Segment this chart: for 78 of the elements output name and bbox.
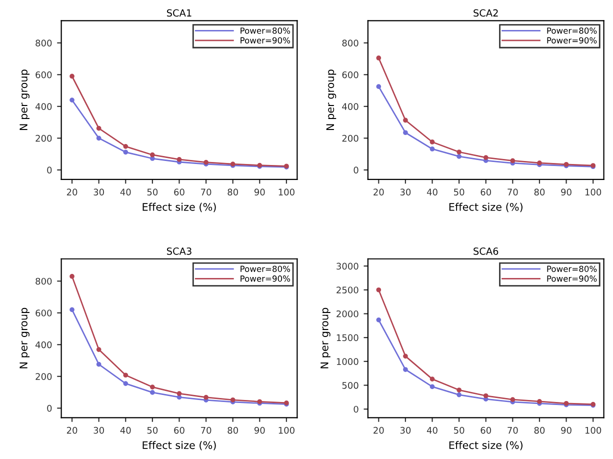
y-tick-label: 500 [342,382,358,389]
legend-label: Power=90% [240,275,290,282]
x-tick-label: 100 [278,426,294,434]
y-axis-title: N per group [20,308,30,368]
legend-label: Power=90% [547,275,597,282]
x-tick-label: 50 [147,188,158,196]
x-tick-label: 50 [454,426,464,434]
x-tick-label: 60 [174,188,184,196]
x-tick-label: 100 [278,188,294,196]
x-tick-label: 20 [374,426,384,434]
x-tick-label: 30 [94,426,104,434]
x-tick-label: 70 [508,426,518,434]
y-tick-label: 0 [47,404,52,412]
y-tick-label: 400 [35,341,52,348]
y-axis-title: N per group [20,70,30,130]
y-tick-label: 0 [354,406,358,413]
x-tick-label: 30 [400,188,411,196]
y-tick-label: 800 [36,40,52,46]
x-tick-label: 100 [585,426,602,434]
y-tick-label: 400 [35,103,52,110]
y-tick-label: 2500 [336,286,358,294]
y-tick-label: 200 [36,134,52,142]
x-tick-label: 20 [66,188,78,196]
x-tick-label: 80 [228,426,238,434]
x-tick-label: 50 [454,188,464,196]
x-axis-title: Effect size (%) [449,441,522,450]
x-axis-title: Effect size (%) [142,441,216,450]
x-tick-label: 40 [120,426,131,434]
x-tick-label: 90 [561,188,572,196]
y-tick-label: 600 [342,71,358,78]
x-tick-label: 60 [174,426,184,434]
y-axis-title: N per group [320,308,330,368]
chart-title: SCA3 [166,247,192,255]
legend-label: Power=80% [547,27,597,34]
x-tick-label: 80 [534,188,545,196]
legend-label: Power=90% [240,37,290,44]
y-tick-label: 400 [342,103,358,110]
y-tick-label: 0 [354,166,358,174]
x-tick-label: 30 [400,426,411,434]
x-axis-title: Effect size (%) [449,202,522,212]
y-tick-label: 1000 [336,358,358,365]
y-axis-title: N per group [326,70,336,130]
x-tick-label: 20 [66,426,78,434]
x-tick-label: 70 [201,426,212,434]
legend-label: Power=80% [240,27,290,34]
legend-label: Power=90% [547,37,597,44]
y-tick-label: 200 [36,373,52,380]
y-tick-label: 800 [342,40,358,46]
legend-label: Power=80% [240,266,290,272]
y-tick-label: 800 [36,278,52,285]
y-tick-label: 600 [36,310,52,316]
x-tick-label: 60 [480,426,492,434]
y-tick-label: 600 [36,71,52,78]
x-tick-label: 80 [228,188,238,196]
chart-title: SCA2 [474,9,498,17]
x-tick-label: 100 [585,188,602,196]
legend-label: Power=80% [547,266,597,272]
x-tick-label: 40 [426,188,438,196]
x-tick-label: 60 [480,188,492,196]
x-tick-label: 90 [254,188,265,196]
chart-title: SCA6 [474,247,498,255]
y-tick-label: 2000 [336,310,358,318]
x-tick-label: 50 [147,426,158,434]
y-tick-label: 200 [342,134,358,142]
x-tick-label: 70 [201,188,212,196]
x-tick-label: 40 [120,188,131,196]
y-tick-label: 1500 [336,334,358,342]
x-axis-title: Effect size (%) [142,202,216,212]
x-tick-label: 70 [508,188,518,196]
x-tick-label: 40 [426,426,438,434]
x-tick-label: 80 [534,426,545,434]
y-tick-label: 3000 [336,262,358,270]
x-tick-label: 20 [374,188,384,196]
x-tick-label: 90 [561,426,572,434]
x-tick-label: 90 [254,426,265,434]
chart-title: SCA1 [166,9,192,17]
x-tick-label: 30 [94,188,104,196]
y-tick-label: 0 [47,166,52,174]
